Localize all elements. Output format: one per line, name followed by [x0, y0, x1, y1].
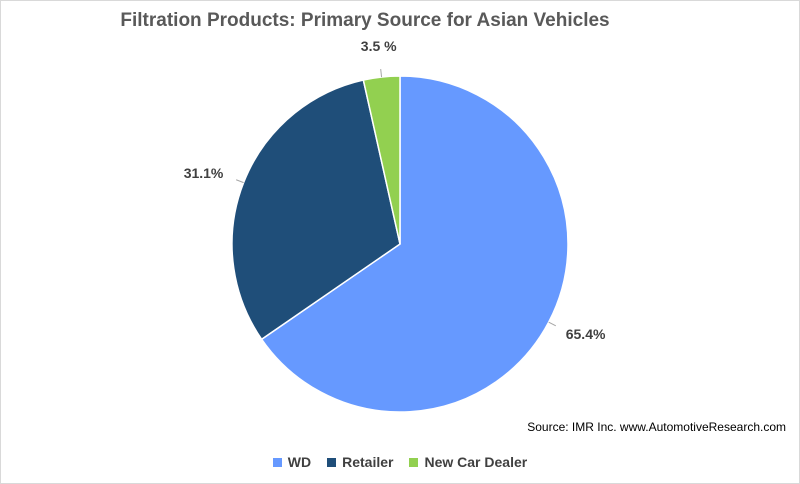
data-label-new-car-dealer: 3.5 % [361, 38, 397, 54]
data-label-wd: 65.4% [566, 326, 606, 342]
leader-line-new-car-dealer [380, 69, 383, 78]
chart-legend: WD Retailer New Car Dealer [0, 454, 800, 470]
legend-item-wd: WD [272, 454, 312, 470]
data-labels: 65.4% 31.1% 3.5 % [184, 38, 606, 342]
legend-label-wd: WD [287, 454, 312, 470]
chart-title: Filtration Products: Primary Source for … [120, 10, 610, 31]
data-label-retailer: 31.1% [184, 165, 224, 181]
legend-label-retailer: Retailer [342, 454, 394, 470]
pie-slice-retailer [231, 79, 401, 341]
legend-swatch-retailer [327, 457, 337, 467]
legend-label-new-car-dealer: New Car Dealer [424, 454, 528, 470]
pie-slices [231, 75, 569, 413]
source-note: Source: IMR Inc. www.AutomotiveResearch.… [527, 420, 786, 434]
label-leader-lines [235, 69, 557, 327]
legend-swatch-wd [272, 457, 282, 467]
leader-line-wd [548, 321, 557, 327]
leader-line-retailer [235, 179, 244, 184]
legend-item-new-car-dealer: New Car Dealer [409, 454, 527, 470]
pie-slice-new-car-dealer [362, 75, 401, 245]
legend-swatch-new-car-dealer [409, 457, 419, 467]
legend-item-retailer: Retailer [327, 454, 393, 470]
